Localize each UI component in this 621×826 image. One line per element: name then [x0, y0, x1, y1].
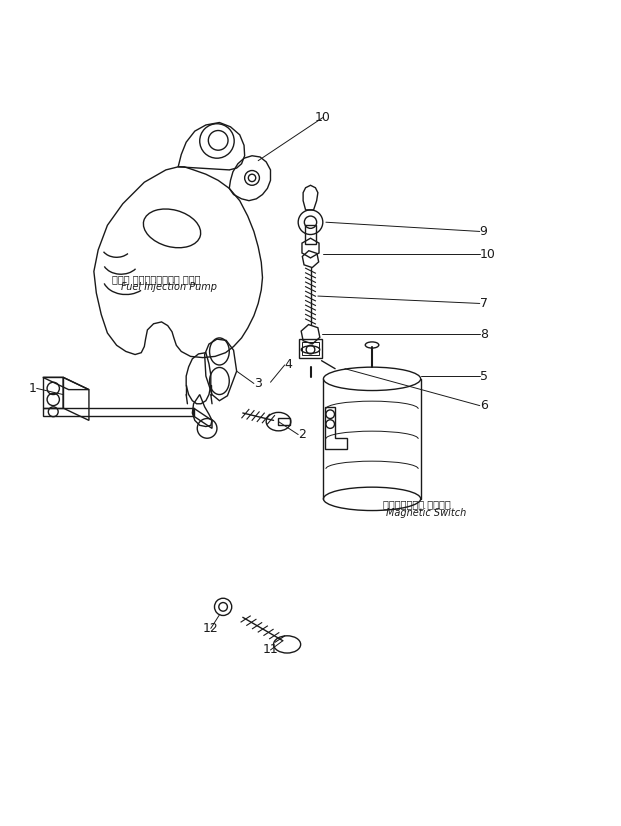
Text: 3: 3 [254, 377, 262, 390]
Text: 5: 5 [480, 369, 487, 382]
Text: フェル インジェクション ポンプ: フェル インジェクション ポンプ [112, 274, 201, 284]
Text: 7: 7 [480, 297, 487, 310]
Text: 10: 10 [315, 111, 331, 124]
Text: 9: 9 [480, 225, 487, 238]
Text: 1: 1 [29, 382, 37, 395]
Text: Magnetic Switch: Magnetic Switch [386, 508, 466, 518]
Text: 4: 4 [284, 358, 292, 372]
Text: Fuel Injection Pump: Fuel Injection Pump [121, 282, 217, 292]
Text: 8: 8 [480, 328, 487, 340]
Bar [299, 339, 322, 358]
Bar [302, 342, 319, 355]
Text: 2: 2 [298, 428, 306, 441]
Text: 12: 12 [203, 622, 219, 635]
Text: 6: 6 [480, 399, 487, 412]
Text: 11: 11 [263, 643, 278, 657]
Bar [278, 418, 289, 425]
Bar [305, 225, 316, 244]
Text: マグネティック スイッチ: マグネティック スイッチ [383, 499, 451, 509]
Text: 10: 10 [480, 248, 496, 261]
